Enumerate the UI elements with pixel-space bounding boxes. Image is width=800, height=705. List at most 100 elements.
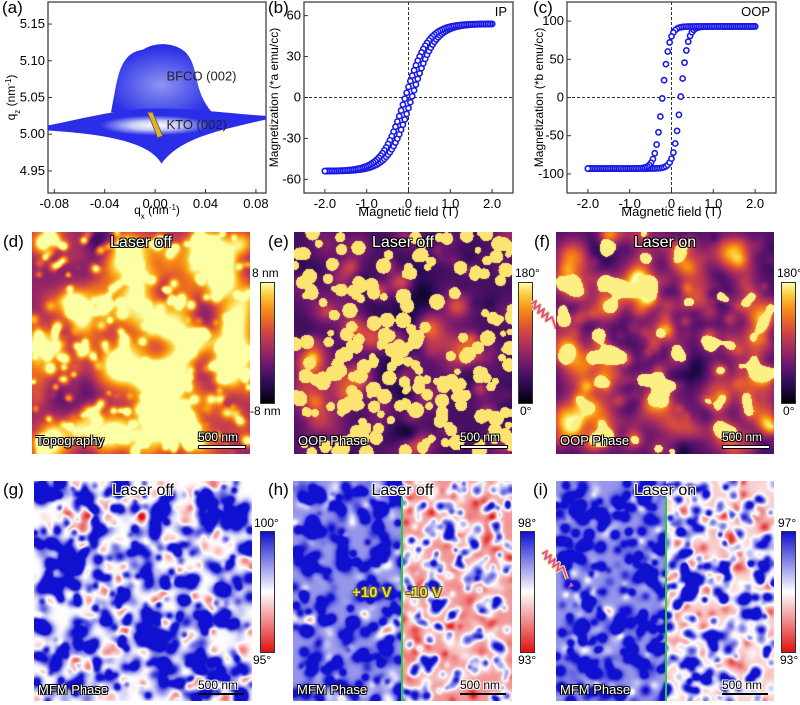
x-tick-label: -2.0 — [314, 196, 336, 211]
panel-e-cbar-min: 0° — [520, 404, 532, 418]
data-point — [679, 75, 687, 82]
y-tick-label: 60 — [287, 8, 301, 23]
data-point — [682, 47, 690, 54]
panel-d-cbar-max: 8 nm — [252, 266, 279, 280]
panel-e-corner-label: OOP Phase — [298, 433, 368, 448]
peak-label: KTO (002) — [166, 117, 226, 132]
data-point — [414, 75, 422, 83]
x-tick-label: 1.0 — [441, 196, 459, 211]
x-tick-label: 0.08 — [243, 196, 268, 211]
mfm-phase-image-g — [34, 481, 252, 701]
panel-g-scale-bar: 500 nm — [198, 678, 244, 695]
data-point — [584, 165, 592, 172]
y-tick-label: -100 — [538, 166, 564, 181]
panel-i-colorbar — [781, 531, 796, 653]
data-point — [669, 149, 677, 156]
negative-voltage-label: -10 V — [406, 584, 442, 601]
y-tick-label: 50 — [550, 51, 564, 66]
y-tick-label: 0 — [294, 90, 301, 105]
panel-f-title: Laser on — [633, 234, 697, 251]
data-point — [668, 32, 675, 40]
panel-i-cbar-min: 93° — [780, 653, 799, 667]
panel-e-scale-bar: 500 nm — [460, 430, 508, 449]
panel-f-cbar-max: 180° — [777, 266, 800, 280]
y-tick-label: 30 — [287, 49, 301, 64]
panel-b-label: (b) — [268, 0, 289, 17]
data-point — [412, 81, 420, 88]
panel-h-cbar-min: 93° — [518, 653, 537, 667]
data-point — [399, 101, 407, 109]
data-point — [666, 39, 674, 46]
scale-bar-line — [722, 693, 768, 695]
data-point — [410, 66, 418, 74]
data-point — [677, 93, 685, 100]
panel-e-title: Laser off — [372, 234, 434, 251]
y-tick-label: 5.10 — [20, 53, 45, 68]
x-tick-label: -1.0 — [618, 196, 640, 211]
panel-h-title: Laser off — [371, 482, 434, 499]
scale-bar-label: 500 nm — [722, 678, 763, 692]
data-point — [406, 77, 414, 85]
x-axis-label: qx (nm-1) — [134, 203, 180, 221]
data-point — [406, 98, 414, 106]
data-point — [662, 60, 670, 68]
x-tick-label: 0 — [405, 196, 412, 211]
panel-d-title: Laser off — [110, 234, 172, 251]
panel-i-corner-label: MFM Phase — [560, 682, 631, 697]
panel-f-corner-label: OOP Phase — [560, 433, 630, 448]
panel-h-label: (h) — [268, 480, 289, 499]
panel-g-cbar-min: 95° — [253, 653, 272, 667]
scale-bar-line — [198, 693, 244, 695]
panel-f-cbar-min: 0° — [783, 404, 795, 418]
data-point — [656, 113, 664, 120]
data-point — [399, 121, 407, 129]
scale-bar-label: 500 nm — [198, 678, 239, 692]
scale-bar-line — [198, 445, 246, 449]
data-point — [651, 149, 659, 157]
panel-d-label: (d) — [3, 232, 24, 251]
scale-bar-label: 500 nm — [722, 430, 763, 444]
loop-direction-tag: OOP — [741, 4, 770, 19]
panel-i-label: (i) — [533, 480, 549, 499]
x-axis-label: Magnetic field (T) — [358, 204, 458, 219]
ip-hysteresis-chart: -2.0 -1.0 0 1.0 2.0 -60 -30 0 30 60 IP Magnetic fie… — [267, 1, 514, 219]
panel-h-cbar-max: 98° — [518, 516, 537, 530]
scale-bar-line — [722, 445, 770, 449]
scale-bar-label: 500 nm — [198, 430, 239, 444]
y-axis-label: Magnetization (*a emu/cc) — [267, 28, 281, 167]
data-point — [660, 76, 668, 84]
panel-g-corner-label: MFM Phase — [38, 682, 109, 697]
domain-boundary-line — [401, 497, 403, 701]
panel-g-colorbar — [260, 531, 275, 653]
data-point — [401, 95, 409, 103]
x-tick-label: 2.0 — [483, 196, 501, 211]
y-axis-label: Magnetization (*b emu/cc) — [532, 28, 546, 167]
data-point — [405, 83, 412, 91]
data-point — [408, 92, 416, 100]
topography-image — [32, 232, 250, 454]
y-tick-label: 100 — [542, 13, 564, 28]
data-point — [405, 104, 412, 112]
panel-d-cbar-min: -8 nm — [250, 404, 281, 418]
data-point — [658, 95, 666, 102]
y-tick-label: 5.00 — [20, 126, 45, 141]
x-tick-label: -0.08 — [39, 196, 69, 211]
panel-e-colorbar — [518, 282, 533, 404]
kto-peak-core — [146, 111, 164, 139]
data-point — [684, 38, 692, 46]
data-point — [401, 116, 409, 123]
panel-f-scale-bar: 500 nm — [722, 430, 770, 449]
data-point — [395, 112, 403, 120]
rsm-chart: -0.08 -0.04 0.00 0.04 0.08 4.95 5.00 5.05 5.10 5.… — [4, 1, 269, 221]
data-point — [410, 86, 418, 94]
data-point — [673, 127, 681, 135]
scale-bar-line — [460, 693, 506, 695]
x-tick-label: -0.04 — [90, 196, 120, 211]
peak-label: BFCO (002) — [166, 69, 236, 84]
x-tick-label: 2.0 — [746, 196, 764, 211]
x-axis-label: Magnetic field (T) — [621, 204, 721, 219]
panel-e-label: (e) — [268, 232, 289, 251]
x-tick-label: 0 — [668, 196, 675, 211]
y-axis-label: qz (nm-1) — [4, 75, 22, 121]
y-tick-label: 5.15 — [20, 16, 45, 31]
